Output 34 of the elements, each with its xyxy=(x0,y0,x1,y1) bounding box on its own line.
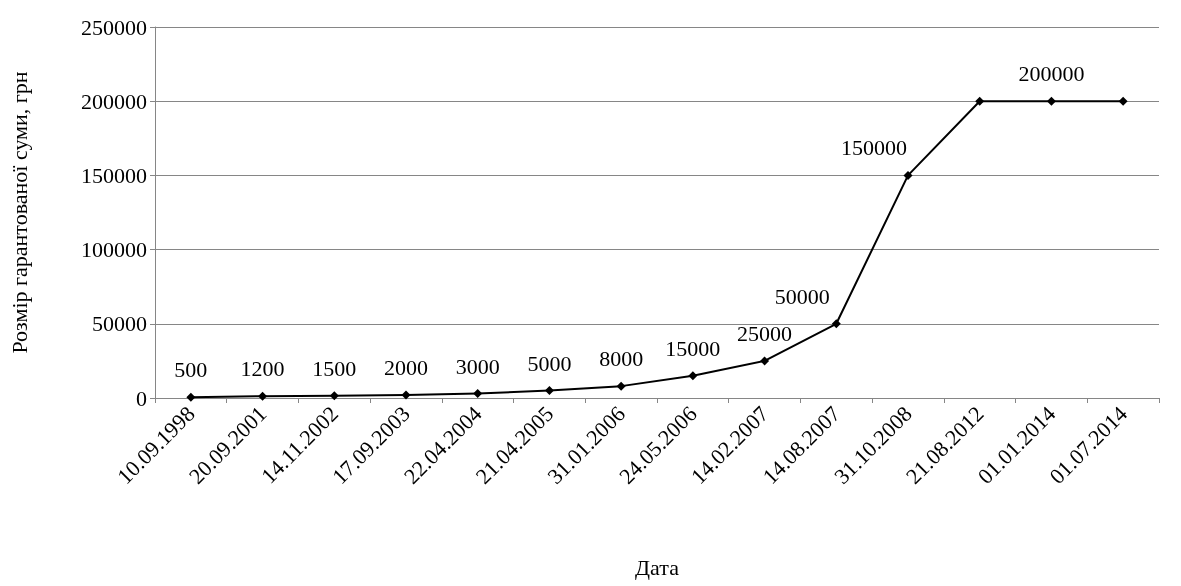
data-label: 1500 xyxy=(312,355,357,381)
point xyxy=(544,386,554,396)
data-label: 8000 xyxy=(599,346,644,372)
data-label: 5000 xyxy=(527,350,572,376)
point xyxy=(473,389,483,399)
point xyxy=(1046,96,1056,106)
data-label: 15000 xyxy=(665,335,721,361)
y-tick-label: 150000 xyxy=(81,162,147,188)
point xyxy=(186,392,196,402)
y-tick-label: 200000 xyxy=(81,88,147,114)
point xyxy=(688,371,698,381)
data-label: 150000 xyxy=(841,135,907,161)
y-axis-title: Розмір гарантованої суми, грн xyxy=(6,71,32,354)
point xyxy=(831,319,841,329)
data-label: 1200 xyxy=(240,356,285,382)
y-tick-label: 100000 xyxy=(81,237,147,263)
point xyxy=(258,391,268,401)
point xyxy=(329,391,339,401)
y-tick-label: 0 xyxy=(136,385,147,411)
point xyxy=(1118,96,1128,106)
y-tick-label: 50000 xyxy=(92,311,147,337)
x-axis-title: Дата xyxy=(635,554,680,580)
point xyxy=(975,96,985,106)
point xyxy=(401,390,411,400)
point xyxy=(616,381,626,391)
point xyxy=(760,356,770,366)
point xyxy=(903,170,913,180)
data-label: 50000 xyxy=(774,283,830,309)
data-label: 3000 xyxy=(455,353,500,379)
data-label: 500 xyxy=(174,357,208,383)
data-label: 2000 xyxy=(384,355,428,381)
data-label: 25000 xyxy=(737,320,793,346)
data-label: 200000 xyxy=(1018,61,1085,87)
y-tick-label: 250000 xyxy=(81,14,147,40)
